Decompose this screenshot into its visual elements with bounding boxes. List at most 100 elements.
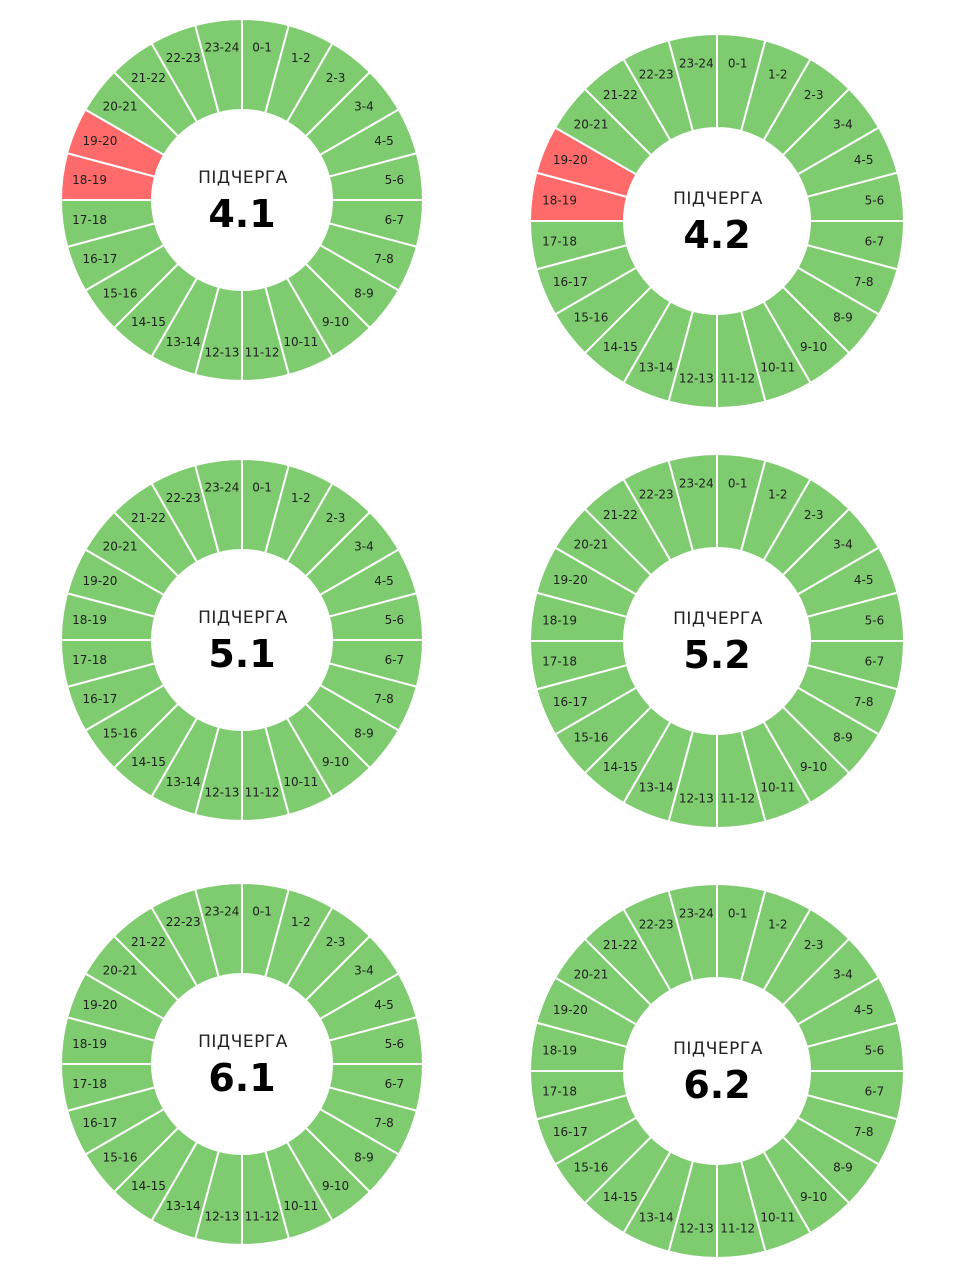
hour-label: 1-2: [291, 491, 311, 505]
hour-label: 9-10: [322, 315, 349, 329]
hour-label: 13-14: [166, 1199, 201, 1213]
hour-label: 6-7: [865, 235, 885, 249]
hour-label: 11-12: [245, 1209, 280, 1223]
hour-label: 20-21: [574, 117, 609, 131]
hour-label: 17-18: [72, 213, 107, 227]
hour-label: 16-17: [553, 1125, 588, 1139]
hour-label: 5-6: [865, 193, 885, 207]
hour-label: 3-4: [833, 117, 853, 131]
hour-label: 5-6: [385, 173, 405, 187]
hour-label: 6-7: [865, 655, 885, 669]
queue-caption: ПІДЧЕРГА: [198, 608, 288, 628]
queue-number: 4.1: [208, 192, 275, 236]
hour-label: 2-3: [804, 508, 824, 522]
hour-label: 6-7: [385, 653, 405, 667]
hour-segment-23-24: [667, 882, 718, 983]
hour-label: 1-2: [768, 917, 788, 931]
hour-label: 21-22: [131, 511, 166, 525]
donut-chart-5-2: 0-1 1-2 2-3 3-4 4-5 5-6 6-7 7-8 8-9 9-10 10-11 11-1…: [528, 452, 906, 830]
hour-label: 3-4: [354, 99, 374, 113]
hour-label: 20-21: [103, 99, 138, 113]
hour-label: 22-23: [166, 51, 201, 65]
hour-label: 21-22: [131, 935, 166, 949]
hour-label: 2-3: [804, 938, 824, 952]
hour-label: 10-11: [760, 361, 795, 375]
hour-label: 16-17: [83, 692, 118, 706]
hour-label: 7-8: [374, 1116, 394, 1130]
hour-label: 8-9: [354, 727, 374, 741]
queue-number: 5.2: [683, 633, 750, 677]
donut-chart-6-2: 0-1 1-2 2-3 3-4 4-5 5-6 6-7 7-8 8-9 9-10 10-11 11-1…: [528, 882, 906, 1260]
hour-label: 14-15: [603, 760, 638, 774]
hour-label: 20-21: [103, 539, 138, 553]
hour-label: 1-2: [768, 67, 788, 81]
hour-label: 17-18: [542, 1085, 577, 1099]
hour-label: 12-13: [205, 785, 240, 799]
hour-label: 16-17: [553, 695, 588, 709]
hour-label: 18-19: [542, 1043, 577, 1057]
hour-label: 18-19: [72, 173, 107, 187]
hour-label: 23-24: [679, 907, 714, 921]
hour-label: 10-11: [760, 1211, 795, 1225]
hour-segment-23-24: [193, 17, 243, 115]
hour-label: 13-14: [166, 335, 201, 349]
hour-label: 16-17: [83, 252, 118, 266]
queue-caption: ПІДЧЕРГА: [673, 189, 763, 209]
hour-label: 2-3: [326, 511, 346, 525]
hour-label: 5-6: [865, 613, 885, 627]
hour-label: 10-11: [283, 335, 318, 349]
hour-label: 21-22: [603, 508, 638, 522]
hour-label: 9-10: [800, 340, 827, 354]
hour-label: 5-6: [385, 1037, 405, 1051]
hour-label: 23-24: [205, 481, 240, 495]
hour-label: 10-11: [760, 781, 795, 795]
hour-label: 12-13: [205, 1209, 240, 1223]
hour-label: 1-2: [768, 487, 788, 501]
hour-label: 6-7: [385, 1077, 405, 1091]
hour-label: 2-3: [326, 71, 346, 85]
hour-segment-23-24: [667, 452, 718, 553]
hour-label: 22-23: [639, 67, 674, 81]
donut-chart-4-2: 0-1 1-2 2-3 3-4 4-5 5-6 6-7 7-8 8-9 9-10 10-11 11-1…: [528, 32, 906, 410]
hour-label: 7-8: [374, 252, 394, 266]
hour-label: 7-8: [374, 692, 394, 706]
hour-label: 4-5: [854, 573, 874, 587]
hour-label: 8-9: [833, 1161, 853, 1175]
hour-label: 12-13: [679, 371, 714, 385]
hour-label: 20-21: [574, 537, 609, 551]
hour-label: 12-13: [205, 345, 240, 359]
donut-chart-4-1: 0-1 1-2 2-3 3-4 4-5 5-6 6-7 7-8 8-9 9-10 10-1111-1…: [59, 17, 425, 383]
hour-label: 12-13: [679, 791, 714, 805]
hour-label: 19-20: [83, 134, 118, 148]
hour-label: 0-1: [252, 905, 272, 919]
hour-label: 3-4: [833, 537, 853, 551]
hour-label: 22-23: [166, 915, 201, 929]
hour-label: 0-1: [728, 907, 748, 921]
hour-segment-23-24: [193, 457, 243, 555]
hour-label: 3-4: [833, 967, 853, 981]
hour-label: 7-8: [854, 1125, 874, 1139]
hour-label: 2-3: [804, 88, 824, 102]
hour-label: 5-6: [865, 1043, 885, 1057]
donut-chart-6-1: 0-1 1-2 2-3 3-4 4-5 5-6 6-7 7-8 8-9 9-10 10-1111-1…: [59, 881, 425, 1247]
hour-label: 10-11: [283, 775, 318, 789]
hour-label: 11-12: [245, 785, 280, 799]
hour-label: 23-24: [205, 41, 240, 55]
queue-caption: ПІДЧЕРГА: [198, 1032, 288, 1052]
hour-label: 14-15: [131, 755, 166, 769]
hour-label: 9-10: [322, 1179, 349, 1193]
hour-label: 11-12: [720, 791, 755, 805]
queue-number: 6.2: [683, 1063, 750, 1107]
hour-label: 0-1: [252, 481, 272, 495]
queue-number: 6.1: [208, 1056, 275, 1100]
hour-label: 0-1: [728, 477, 748, 491]
hour-label: 15-16: [574, 1161, 609, 1175]
hour-label: 15-16: [103, 287, 138, 301]
hour-label: 17-18: [542, 655, 577, 669]
hour-label: 22-23: [639, 487, 674, 501]
hour-label: 19-20: [553, 153, 588, 167]
queue-caption: ПІДЧЕРГА: [198, 168, 288, 188]
hour-label: 8-9: [354, 287, 374, 301]
hour-label: 17-18: [72, 653, 107, 667]
